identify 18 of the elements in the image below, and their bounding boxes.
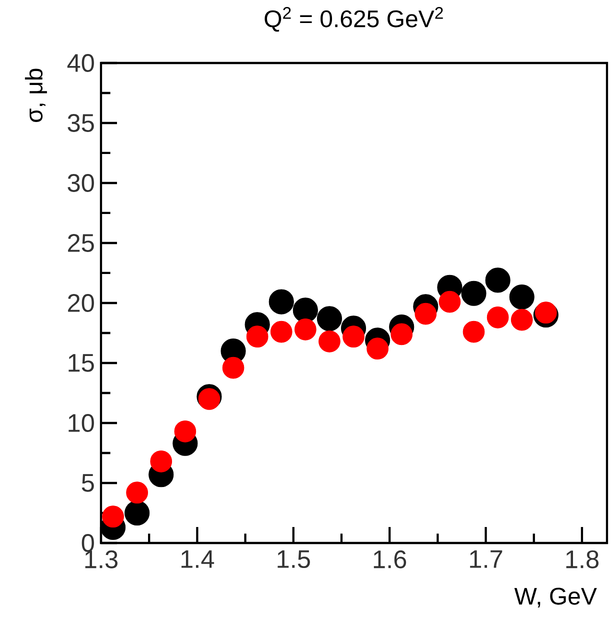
y-axis-title: σ, μb [24,68,47,122]
y-tick-label: 15 [68,354,94,372]
y-tick-label: 35 [68,114,94,132]
x-tick-label: 1.6 [374,550,406,568]
y-tick-label: 5 [82,474,94,492]
x-tick-label: 1.7 [470,550,502,568]
x-tick-label: 1.3 [85,550,118,568]
y-tick-label: 40 [67,54,94,72]
chart-title: Q$^{2}$ = 0.625 GeV$^{2}$ [264,6,443,32]
x-axis-title: W, GeV [514,588,597,608]
x-tick-label: 1.4 [182,550,214,568]
y-tick-label: 30 [68,174,94,192]
y-tick-label: 20 [68,294,94,312]
y-tick-label: 10 [68,414,94,432]
y-tick-label: 25 [68,234,94,252]
x-tick-label: 1.8 [566,550,598,568]
y-tick-label: 0 [82,534,94,552]
x-tick-label: 1.5 [278,550,310,568]
